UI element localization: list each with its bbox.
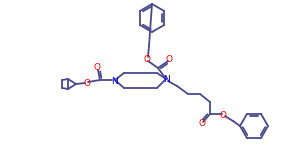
Text: O: O	[83, 78, 91, 88]
Text: O: O	[199, 119, 206, 129]
Text: O: O	[143, 54, 151, 63]
Text: N: N	[164, 76, 170, 85]
Text: O: O	[166, 56, 172, 64]
Text: O: O	[220, 110, 227, 119]
Text: N: N	[111, 76, 117, 85]
Text: O: O	[93, 63, 101, 73]
